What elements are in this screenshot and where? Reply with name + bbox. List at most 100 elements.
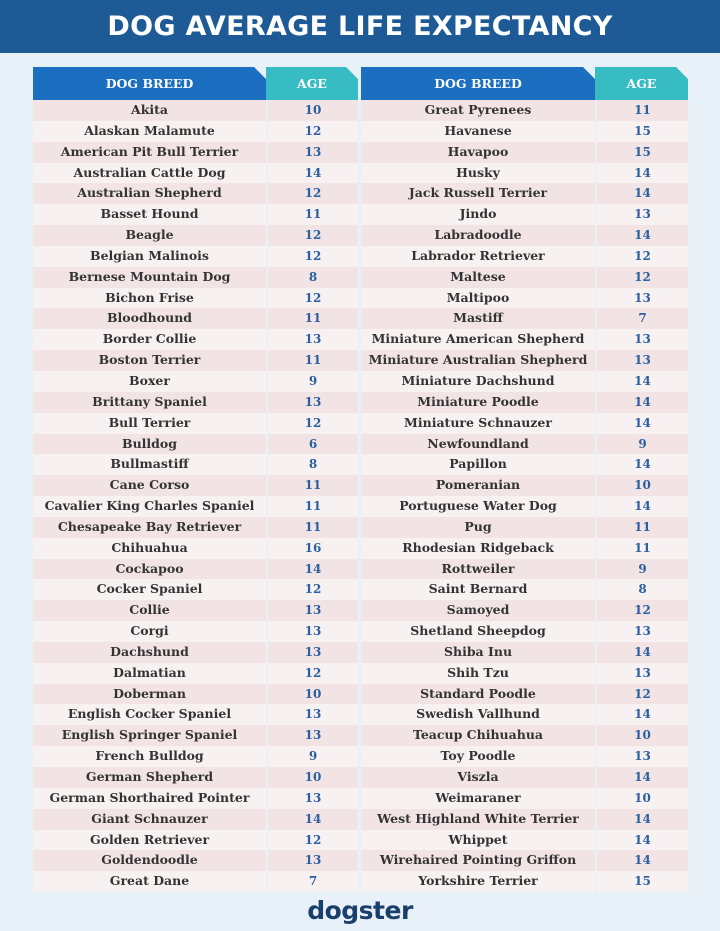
age-cell: 11 <box>266 475 358 497</box>
age-cell: 14 <box>266 162 358 184</box>
age-cell: 11 <box>266 496 358 517</box>
age-cell: 9 <box>266 746 358 767</box>
age-cell: 14 <box>595 391 688 413</box>
breed-cell: Maltipoo <box>446 289 510 305</box>
table-row: Maltipoo 13 <box>361 287 688 309</box>
age-cell: 9 <box>595 558 688 580</box>
age-cell: 13 <box>266 329 358 351</box>
breed-cell: English Springer Spaniel <box>61 727 238 743</box>
table-row: Great Pyrenees 11 <box>361 100 688 121</box>
table-row: West Highland White Terrier 14 <box>361 808 688 830</box>
breed-cell: Chesapeake Bay Retriever <box>57 518 242 534</box>
table-row: Cocker Spaniel 12 <box>33 579 358 601</box>
table-row: Alaskan Malamute 12 <box>33 120 358 142</box>
table-row: Cane Corso 11 <box>33 475 358 497</box>
age-cell: 13 <box>266 621 358 642</box>
breed-cell: Goldendoodle <box>101 852 198 868</box>
breed-cell: West Highland White Terrier <box>377 810 579 826</box>
table-row: Goldendoodle 13 <box>33 850 358 872</box>
table-row: Australian Cattle Dog 14 <box>33 162 358 184</box>
age-cell: 9 <box>266 370 358 392</box>
table-row: Bernese Mountain Dog 8 <box>33 266 358 288</box>
breed-cell: Havapoo <box>447 143 509 159</box>
breed-cell: Belgian Malinois <box>90 247 209 263</box>
age-cell: 10 <box>266 683 358 705</box>
age-cell: 15 <box>595 871 688 893</box>
table-row: Jack Russell Terrier 14 <box>361 183 688 205</box>
breed-cell: Shetland Sheepdog <box>410 623 546 639</box>
breed-cell: Samoyed <box>446 602 510 618</box>
table-row: Bull Terrier 12 <box>33 412 358 434</box>
table-row: Collie 13 <box>33 600 358 622</box>
table-row: Swedish Vallhund 14 <box>361 704 688 726</box>
breed-cell: Australian Shepherd <box>77 185 222 201</box>
breed-cell: Saint Bernard <box>428 581 528 597</box>
age-cell: 13 <box>595 746 688 767</box>
breed-cell: Shiba Inu <box>443 643 513 659</box>
age-cell: 12 <box>266 662 358 684</box>
breed-cell: Bull Terrier <box>108 414 191 430</box>
age-cell: 10 <box>595 787 688 809</box>
table-row: Border Collie 13 <box>33 329 358 351</box>
breed-cell: Standard Poodle <box>420 685 536 701</box>
breed-cell: Teacup Chihuahua <box>412 727 544 743</box>
table-row: Miniature Schnauzer 14 <box>361 412 688 434</box>
age-cell: 12 <box>595 683 688 705</box>
age-cell: 16 <box>266 537 358 559</box>
age-cell: 10 <box>595 725 688 747</box>
breed-cell: Rottweiler <box>441 560 515 576</box>
age-cell: 13 <box>595 662 688 684</box>
age-cell: 15 <box>595 141 688 163</box>
breed-cell: Bichon Frise <box>105 289 194 305</box>
age-cell: 13 <box>266 704 358 726</box>
breed-cell: Portuguese Water Dog <box>399 498 557 514</box>
table-row: Havanese 15 <box>361 120 688 142</box>
breed-cell: Miniature American Shepherd <box>371 331 585 347</box>
table-row: Pomeranian 10 <box>361 475 688 497</box>
table-row: Rhodesian Ridgeback 11 <box>361 537 688 559</box>
table-row: Doberman 10 <box>33 683 358 705</box>
page-title: DOG AVERAGE LIFE EXPECTANCY <box>0 0 720 53</box>
table-row: Brittany Spaniel 13 <box>33 391 358 413</box>
table-row: Portuguese Water Dog 14 <box>361 496 688 517</box>
breed-cell: Cavalier King Charles Spaniel <box>44 498 255 514</box>
age-cell: 14 <box>595 183 688 205</box>
age-cell: 14 <box>595 370 688 392</box>
table-row: Akita 10 <box>33 100 358 121</box>
table-row: Samoyed 12 <box>361 600 688 622</box>
table-row: Beagle 12 <box>33 225 358 246</box>
dogster-logo: dogster <box>307 896 413 925</box>
age-cell: 11 <box>595 537 688 559</box>
table-row: Havapoo 15 <box>361 141 688 163</box>
breed-cell: Pomeranian <box>435 477 521 493</box>
age-cell: 12 <box>266 120 358 142</box>
age-cell: 14 <box>595 850 688 872</box>
table-row: Australian Shepherd 12 <box>33 183 358 205</box>
table-row: Saint Bernard 8 <box>361 579 688 601</box>
age-cell: 14 <box>595 412 688 434</box>
table-row: English Cocker Spaniel 13 <box>33 704 358 726</box>
age-cell: 14 <box>595 767 688 788</box>
age-cell: 14 <box>595 641 688 663</box>
breed-cell: Bernese Mountain Dog <box>68 268 231 284</box>
table-row: Bulldog 6 <box>33 433 358 455</box>
breed-cell: Labradoodle <box>434 227 522 243</box>
table-row: German Shorthaired Pointer 13 <box>33 787 358 809</box>
breed-cell: Australian Cattle Dog <box>73 164 226 180</box>
age-cell: 12 <box>266 183 358 205</box>
age-header: AGE <box>266 67 358 100</box>
breed-header: DOG BREED <box>33 67 266 100</box>
breed-cell: English Cocker Spaniel <box>67 706 232 722</box>
table-row: Viszla 14 <box>361 767 688 788</box>
breed-cell: American Pit Bull Terrier <box>60 143 239 159</box>
age-cell: 13 <box>266 725 358 747</box>
age-cell: 14 <box>595 496 688 517</box>
table-row: Corgi 13 <box>33 621 358 642</box>
breed-cell: Bulldog <box>122 435 177 451</box>
breed-cell: Doberman <box>113 685 186 701</box>
breed-cell: Wirehaired Pointing Griffon <box>379 852 577 868</box>
age-cell: 13 <box>266 641 358 663</box>
breed-cell: Boston Terrier <box>98 352 201 368</box>
age-cell: 8 <box>595 579 688 601</box>
age-cell: 14 <box>595 829 688 851</box>
